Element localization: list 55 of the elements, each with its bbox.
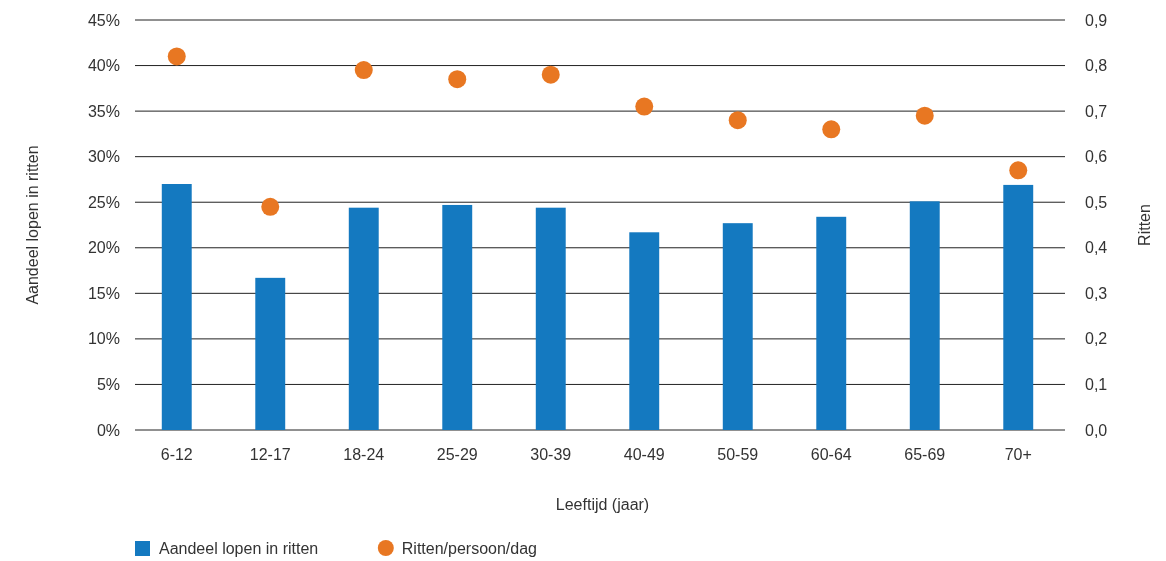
bar [161,184,192,430]
y2-tick-label: 0,1 [1085,376,1108,394]
bar [348,207,379,430]
bar [722,223,753,430]
x-tick-label: 40-49 [623,446,665,463]
point [354,61,373,80]
y-tick-label: 5% [96,376,120,394]
y2-axis-title: Ritten [1136,204,1153,246]
y2-tick-label: 0,2 [1085,330,1108,348]
point [261,197,280,216]
legend-label: Aandeel lopen in ritten [159,539,319,557]
legend-label: Ritten/persoon/dag [401,539,537,557]
point [1009,161,1028,180]
x-tick-label: 12-17 [249,446,291,463]
y-tick-label: 35% [87,102,120,120]
x-tick-label: 70+ [1004,446,1032,463]
y-tick-label: 15% [87,284,120,302]
point [448,70,467,89]
x-tick-label: 50-59 [717,446,759,463]
y2-tick-label: 0,5 [1085,193,1108,211]
y-tick-label: 25% [87,193,120,211]
bar [629,232,660,430]
bar [816,216,847,430]
y-tick-label: 0% [96,421,120,439]
x-tick-label: 30-39 [530,446,572,463]
x-axis-title: Leeftijd (jaar) [555,496,650,513]
y-tick-label: 10% [87,330,120,348]
x-tick-label: 60-64 [810,446,852,463]
y2-tick-label: 0,3 [1085,284,1108,302]
point [167,47,186,66]
y2-tick-label: 0,4 [1085,239,1108,257]
point [915,106,934,125]
y-tick-label: 20% [87,239,120,257]
y2-tick-label: 0,7 [1085,102,1108,120]
x-tick-label: 65-69 [904,446,946,463]
bar [1003,184,1034,430]
y2-tick-label: 0,6 [1085,148,1108,166]
bar [255,277,286,430]
bar [535,207,566,430]
y-tick-label: 40% [87,57,120,75]
y-tick-label: 30% [87,148,120,166]
x-tick-label: 18-24 [343,446,385,463]
point [822,120,841,139]
x-tick-label: 6-12 [160,446,193,463]
y-axis-title: Aandeel lopen in ritten [24,145,41,305]
point [635,97,654,116]
y2-tick-label: 0,8 [1085,57,1108,75]
y2-tick-label: 0,9 [1085,11,1108,29]
bar [909,201,940,430]
y2-tick-label: 0,0 [1085,421,1108,439]
point [728,111,747,130]
y-tick-label: 45% [87,11,120,29]
x-tick-label: 25-29 [436,446,478,463]
point [541,65,560,84]
bar [442,204,473,430]
